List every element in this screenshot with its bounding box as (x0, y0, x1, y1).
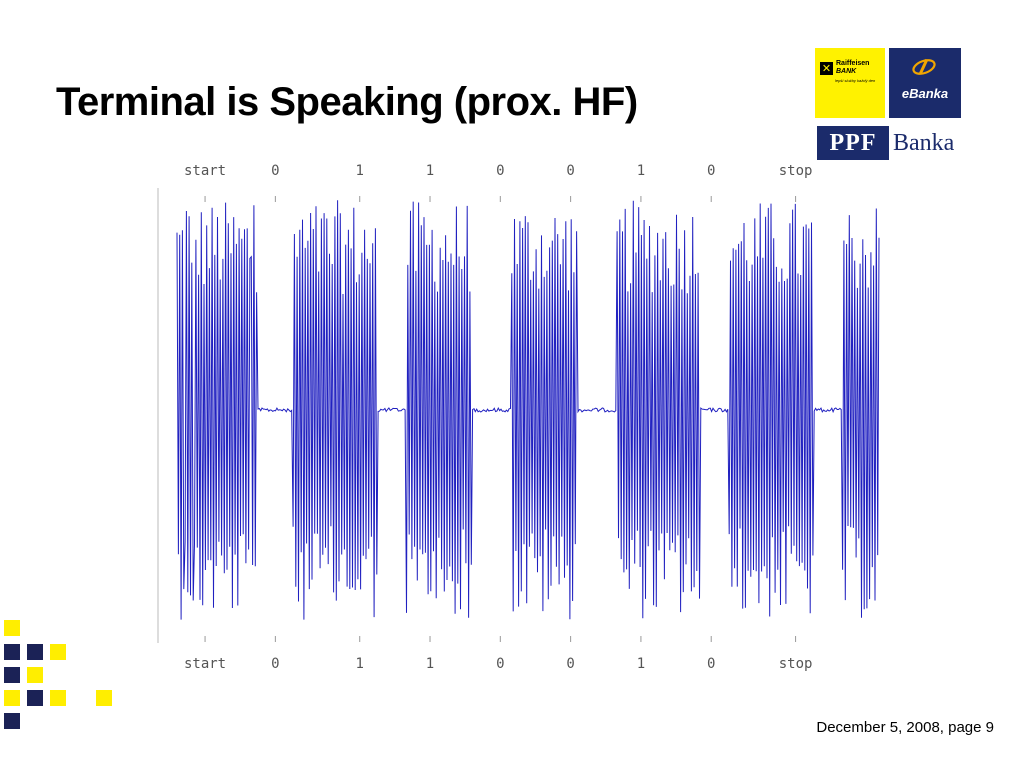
bit-label-bottom-4: 0 (496, 656, 505, 672)
bit-label-top-5: 0 (566, 163, 575, 179)
raiffeisen-bank-word: BANK (836, 68, 857, 75)
bit-label-bottom-1: 0 (271, 656, 280, 672)
footer-date-page: December 5, 2008, page 9 (816, 719, 994, 736)
bit-label-top-2: 1 (355, 163, 364, 179)
decorative-square (4, 620, 20, 636)
bit-label-top-7: 0 (707, 163, 716, 179)
decorative-square (96, 690, 112, 706)
ebanka-orbit-icon (912, 58, 936, 75)
decorative-squares (0, 614, 120, 744)
bit-label-bottom-6: 1 (636, 656, 646, 672)
bit-label-top-4: 0 (496, 163, 505, 179)
ebanka-label: eBanka (901, 86, 949, 101)
bank-logos: ✕ Raiffeisen BANK lepší služby každý den… (815, 48, 961, 164)
bit-label-top-3: 1 (425, 163, 435, 179)
decorative-square (4, 690, 20, 706)
bit-label-top-6: 1 (636, 163, 646, 179)
bit-label-bottom-5: 0 (566, 656, 575, 672)
ppf-banka-word: Banka (893, 130, 955, 156)
decorative-square (27, 667, 43, 683)
slide-title: Terminal is Speaking (prox. HF) (56, 80, 638, 124)
raiffeisen-name: Raiffeisen (836, 60, 870, 67)
raiffeisen-bank-logo: ✕ Raiffeisen BANK lepší služby každý den (815, 48, 885, 118)
bit-label-bottom-7: 0 (707, 656, 716, 672)
decorative-square (50, 644, 66, 660)
decorative-square (27, 690, 43, 706)
ebanka-logo: eBanka (889, 48, 961, 118)
signal-series-line (176, 200, 880, 620)
bit-label-top-1: 0 (271, 163, 280, 179)
raiffeisen-cross-icon: ✕ (820, 62, 833, 75)
decorative-square (4, 667, 20, 683)
raiffeisen-slogan: lepší služby každý den (835, 78, 876, 83)
ppf-banka-logo: PPF Banka (815, 124, 961, 164)
bit-label-bottom-2: 1 (355, 656, 364, 672)
bit-label-bottom-8: stop (778, 656, 813, 672)
decorative-square (27, 644, 43, 660)
bit-label-top-0: start (183, 163, 227, 179)
decorative-square (4, 644, 20, 660)
ppf-mark: PPF (817, 126, 889, 160)
decorative-square (4, 713, 20, 729)
bit-label-bottom-0: start (183, 656, 227, 672)
signal-waveform (157, 188, 880, 643)
decorative-square (50, 690, 66, 706)
bit-label-bottom-3: 1 (425, 656, 435, 672)
hf-signal-chart: start 0 1 1 0 0 1 0 stop start 0 1 1 0 0 1 0 stop (155, 158, 890, 673)
bit-label-top-8: stop (778, 163, 813, 179)
